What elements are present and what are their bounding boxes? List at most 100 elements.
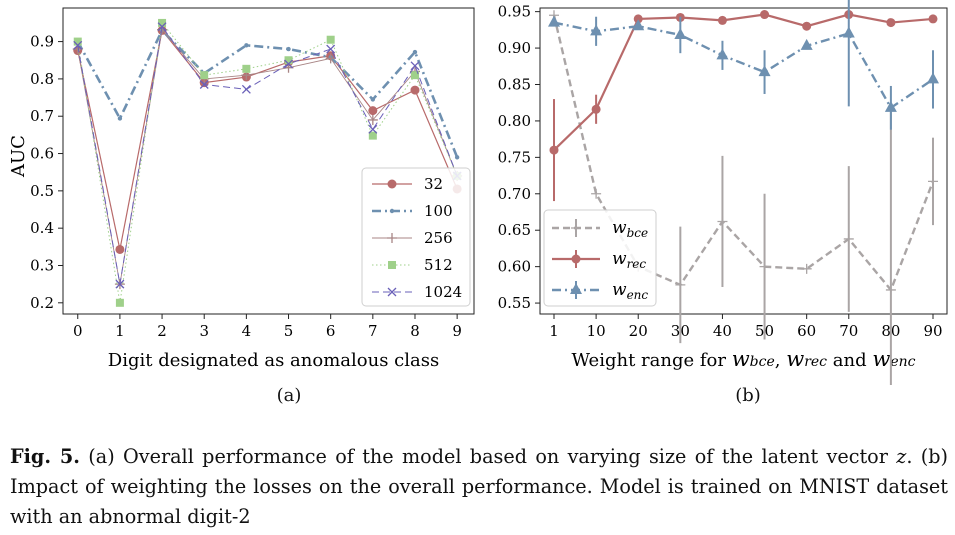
point-512	[73, 37, 82, 46]
x-tick-label-b: 20	[629, 322, 648, 340]
point-256	[367, 114, 378, 125]
point-enc	[758, 65, 771, 77]
x-tick-label-a: 9	[452, 322, 462, 340]
caption-var: z	[896, 445, 907, 468]
x-tick-label-b: 40	[713, 322, 732, 340]
legend-marker-256	[387, 233, 397, 243]
y-tick-label-b: 0.95	[498, 3, 531, 21]
caption-label: Fig. 5.	[10, 445, 80, 468]
point-1024	[157, 22, 167, 32]
point-bce	[591, 188, 602, 199]
point-32	[115, 244, 125, 254]
point-1024	[241, 84, 251, 94]
point-enc	[884, 100, 897, 112]
legend-marker-512	[388, 261, 396, 269]
point-1024	[199, 80, 209, 89]
point-512	[368, 131, 377, 140]
x-axis-label-b-part: bce	[750, 354, 775, 370]
y-tick-label-a: 0.4	[30, 219, 54, 237]
plot-frame-b	[539, 7, 948, 315]
point-bce	[885, 284, 896, 295]
x-axis-label-b-part: ,	[775, 350, 786, 371]
point-100	[454, 155, 460, 160]
series-line-enc	[553, 21, 934, 110]
x-axis-label-b-part: w	[786, 347, 804, 371]
point-bce	[675, 279, 686, 290]
legend-label-var: w	[612, 249, 627, 269]
x-axis-label-b-part: rec	[804, 354, 827, 370]
legend-label-100: 100	[424, 202, 453, 220]
point-100	[412, 49, 418, 55]
x-tick-label-a: 0	[73, 322, 83, 340]
legend-label-256: 256	[424, 229, 453, 247]
point-rec	[549, 145, 559, 155]
point-32	[410, 85, 420, 95]
point-512	[326, 35, 335, 44]
x-axis-label-b-part: w	[872, 347, 890, 371]
point-512	[410, 71, 419, 80]
legend-marker-100	[389, 208, 395, 214]
figure: 0.2 0.3 0.4 0.5 0.6 0.7 0.8 0.9 0 1 2 3 4 5 6 7 8 9 Digit …	[8, 0, 948, 406]
point-512	[284, 56, 293, 65]
point-bce	[843, 233, 854, 244]
caption-text-1: (a) Overall performance of the model bas…	[79, 445, 897, 468]
figure-caption: Fig. 5. (a) Overall performance of the m…	[10, 442, 948, 532]
legend-box-a	[361, 167, 471, 307]
legend-marker-enc	[570, 283, 582, 294]
legend-label-1024: 1024	[424, 283, 462, 301]
point-bce	[928, 176, 938, 187]
chart-a: 0.2 0.3 0.4 0.5 0.6 0.7 0.8 0.9 0 1 2 3 4 5 6 7 8 9 Digit …	[8, 7, 475, 371]
x-tick-label-a: 7	[368, 322, 378, 340]
x-tick-label-b: 1	[549, 322, 559, 340]
point-32	[368, 106, 378, 116]
point-512	[242, 64, 251, 73]
point-256	[325, 53, 336, 64]
y-tick-label-a: 0.7	[30, 107, 54, 125]
point-1024	[284, 59, 293, 69]
point-enc	[632, 19, 645, 31]
point-rec	[760, 10, 770, 20]
series-line-rec	[553, 13, 934, 151]
legend-marker-bce	[571, 223, 581, 233]
plot-frame-a	[62, 7, 475, 315]
series-100	[75, 28, 460, 160]
point-1024	[368, 124, 378, 134]
legend-label-var: w	[612, 218, 627, 238]
caption-text-2: . (b) Impact of weighting the losses on …	[10, 445, 949, 528]
point-512	[158, 18, 167, 27]
point-enc	[800, 38, 813, 50]
y-tick-label-a: 0.8	[30, 70, 54, 88]
point-1024	[410, 61, 420, 71]
point-1024	[73, 40, 83, 50]
y-tick-label-a: 0.2	[30, 294, 54, 312]
legend-marker-32	[387, 179, 397, 189]
x-tick-label-b: 90	[923, 322, 942, 340]
series-line-256	[77, 28, 458, 285]
legend-label-var: w	[612, 280, 627, 300]
series-bce	[549, 10, 938, 385]
y-tick-label-a: 0.9	[30, 33, 54, 51]
y-tick-label-b: 0.65	[498, 221, 531, 239]
y-tick-label-a: 0.3	[30, 256, 54, 274]
point-enc	[548, 15, 560, 27]
x-tick-label-a: 6	[326, 322, 336, 340]
y-tick-label-a: 0.5	[30, 182, 54, 200]
point-100	[244, 43, 249, 48]
point-100	[370, 97, 376, 102]
legend-label-sub: rec	[627, 257, 647, 271]
series-line-100	[76, 28, 459, 158]
point-100	[286, 46, 291, 52]
x-tick-label-a: 3	[199, 322, 209, 340]
x-tick-label-a: 2	[157, 322, 167, 340]
point-enc	[842, 26, 855, 38]
point-bce	[759, 261, 770, 272]
y-tick-label-b: 0.75	[498, 148, 531, 166]
x-tick-label-a: 4	[242, 322, 252, 340]
series-line-1024	[77, 25, 458, 285]
point-1024	[115, 279, 125, 289]
point-rec	[717, 15, 727, 25]
y-tick-label-b: 0.90	[498, 39, 531, 57]
legend-marker-1024	[387, 287, 397, 297]
y-tick-label-b: 0.55	[498, 294, 531, 312]
series-line-512	[77, 21, 458, 303]
